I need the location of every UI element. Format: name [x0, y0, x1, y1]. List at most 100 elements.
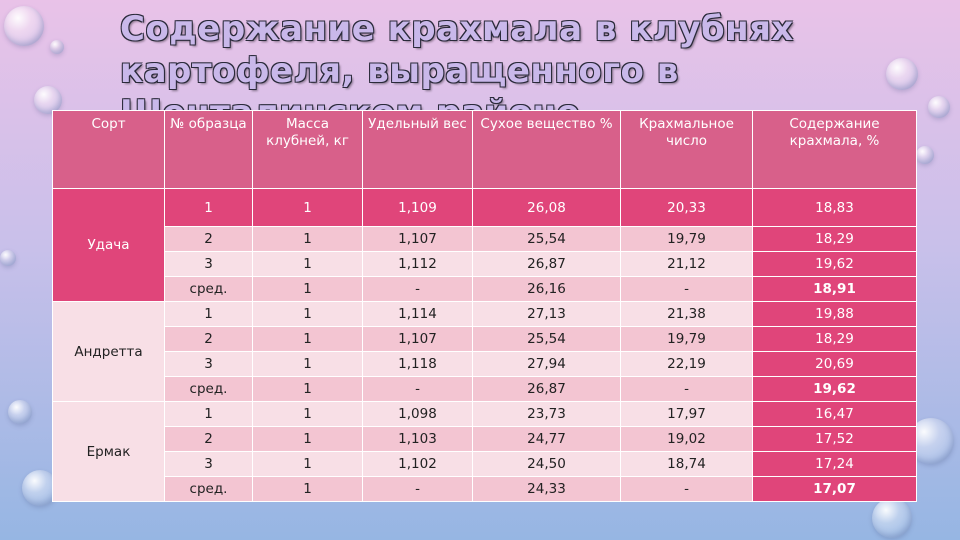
- table-cell: 17,97: [620, 401, 753, 427]
- table-row: сред. 1 - 26,16 - 18,91: [53, 276, 917, 302]
- table-cell: 1,107: [362, 326, 473, 352]
- table-cell: 27,13: [472, 301, 621, 327]
- table-cell: сред.: [164, 376, 253, 402]
- table-cell: -: [362, 276, 473, 302]
- table-cell: -: [362, 476, 473, 502]
- table-row: Андретта 1 1 1,114 27,13 21,38 19,88: [52, 301, 917, 402]
- table-cell: 1: [252, 326, 363, 352]
- table-cell: -: [620, 276, 753, 302]
- table-cell: 19,88: [752, 301, 917, 327]
- table-cell: 2: [164, 226, 253, 252]
- table-cell: 1: [252, 376, 363, 402]
- header-variety: Сорт: [52, 110, 165, 189]
- table-cell: 1: [252, 426, 363, 452]
- bubble-decoration: [4, 6, 44, 46]
- table-cell: 18,91: [752, 276, 917, 302]
- table-cell: 1: [252, 401, 363, 427]
- bubble-decoration: [886, 58, 918, 90]
- table-cell: 3: [164, 351, 253, 377]
- table-cell: 19,62: [752, 251, 917, 277]
- header-sample-number: № образца: [164, 110, 253, 189]
- table-cell: 19,62: [752, 376, 917, 402]
- table-cell: 18,83: [752, 188, 917, 227]
- table-cell: 3: [164, 451, 253, 477]
- header-tuber-mass: Масса клубней, кг: [252, 110, 363, 189]
- table-cell: 1,109: [362, 188, 473, 227]
- table-cell: 25,54: [472, 326, 621, 352]
- bubble-decoration: [50, 40, 64, 54]
- table-cell: 1: [164, 401, 253, 427]
- table-cell: 26,08: [472, 188, 621, 227]
- table-row: Ермак 1 1 1,098 23,73 17,97 16,47: [52, 401, 917, 502]
- variety-cell: Удача: [52, 188, 165, 302]
- table-cell: 20,69: [752, 351, 917, 377]
- table-cell: 1,114: [362, 301, 473, 327]
- table-row: 2 1 1,103 24,77 19,02 17,52: [53, 426, 917, 452]
- table-cell: 1: [164, 188, 253, 227]
- table-cell: 20,33: [620, 188, 753, 227]
- table-cell: 18,74: [620, 451, 753, 477]
- table-cell: 1: [252, 351, 363, 377]
- table-cell: 17,52: [752, 426, 917, 452]
- table-cell: 18,29: [752, 226, 917, 252]
- table-cell: 1,118: [362, 351, 473, 377]
- table-cell: 25,54: [472, 226, 621, 252]
- header-dry-matter: Сухое вещество %: [472, 110, 621, 189]
- table-cell: 1,112: [362, 251, 473, 277]
- table-cell: 22,19: [620, 351, 753, 377]
- table-cell: 18,29: [752, 326, 917, 352]
- table-cell: 21,12: [620, 251, 753, 277]
- table-cell: 19,02: [620, 426, 753, 452]
- header-specific-gravity: Удельный вес: [362, 110, 473, 189]
- table-cell: 24,33: [472, 476, 621, 502]
- table-row: 3 1 1,112 26,87 21,12 19,62: [53, 251, 917, 277]
- table-row: Удача 1 1 1,109 26,08 20,33 18,83: [52, 188, 917, 302]
- table-cell: 2: [164, 326, 253, 352]
- table-cell: 1: [164, 301, 253, 327]
- table-cell: 3: [164, 251, 253, 277]
- table-cell: 1,102: [362, 451, 473, 477]
- table-cell: 1: [252, 476, 363, 502]
- bubble-decoration: [916, 146, 934, 164]
- table-cell: 17,07: [752, 476, 917, 502]
- header-starch-number: Крахмальное число: [620, 110, 753, 189]
- table-cell: 1: [252, 451, 363, 477]
- table-row: 3 1 1,102 24,50 18,74 17,24: [53, 451, 917, 477]
- table-cell: 26,16: [472, 276, 621, 302]
- table-row: 2 1 1,107 25,54 19,79 18,29: [53, 326, 917, 352]
- table-cell: 19,79: [620, 326, 753, 352]
- table-row: 2 1 1,107 25,54 19,79 18,29: [53, 226, 917, 252]
- table-cell: 23,73: [472, 401, 621, 427]
- header-starch-content: Содержание крахмала, %: [752, 110, 917, 189]
- table-cell: 1: [252, 226, 363, 252]
- variety-cell: Андретта: [52, 301, 165, 402]
- bubble-decoration: [34, 86, 62, 114]
- table-cell: 1,107: [362, 226, 473, 252]
- variety-cell: Ермак: [52, 401, 165, 502]
- table-cell: 26,87: [472, 251, 621, 277]
- table-cell: 1: [252, 188, 363, 227]
- table-cell: 1: [252, 301, 363, 327]
- table-cell: 17,24: [752, 451, 917, 477]
- starch-table: Сорт № образца Масса клубней, кг Удельны…: [52, 110, 917, 502]
- table-row: сред. 1 - 24,33 - 17,07: [53, 476, 917, 502]
- bubble-decoration: [8, 400, 32, 424]
- table-cell: 1,103: [362, 426, 473, 452]
- table-row: сред. 1 - 26,87 - 19,62: [53, 376, 917, 402]
- bubble-decoration: [0, 250, 16, 266]
- table-cell: -: [620, 376, 753, 402]
- table-cell: -: [362, 376, 473, 402]
- table-cell: сред.: [164, 476, 253, 502]
- table-cell: 2: [164, 426, 253, 452]
- table-row: 3 1 1,118 27,94 22,19 20,69: [53, 351, 917, 377]
- table-cell: 24,50: [472, 451, 621, 477]
- bubble-decoration: [928, 96, 950, 118]
- table-cell: 24,77: [472, 426, 621, 452]
- table-cell: 26,87: [472, 376, 621, 402]
- table-cell: 1: [252, 251, 363, 277]
- table-header-row: Сорт № образца Масса клубней, кг Удельны…: [52, 110, 917, 189]
- table-cell: сред.: [164, 276, 253, 302]
- table-cell: 16,47: [752, 401, 917, 427]
- table-cell: 19,79: [620, 226, 753, 252]
- bubble-decoration: [872, 498, 912, 538]
